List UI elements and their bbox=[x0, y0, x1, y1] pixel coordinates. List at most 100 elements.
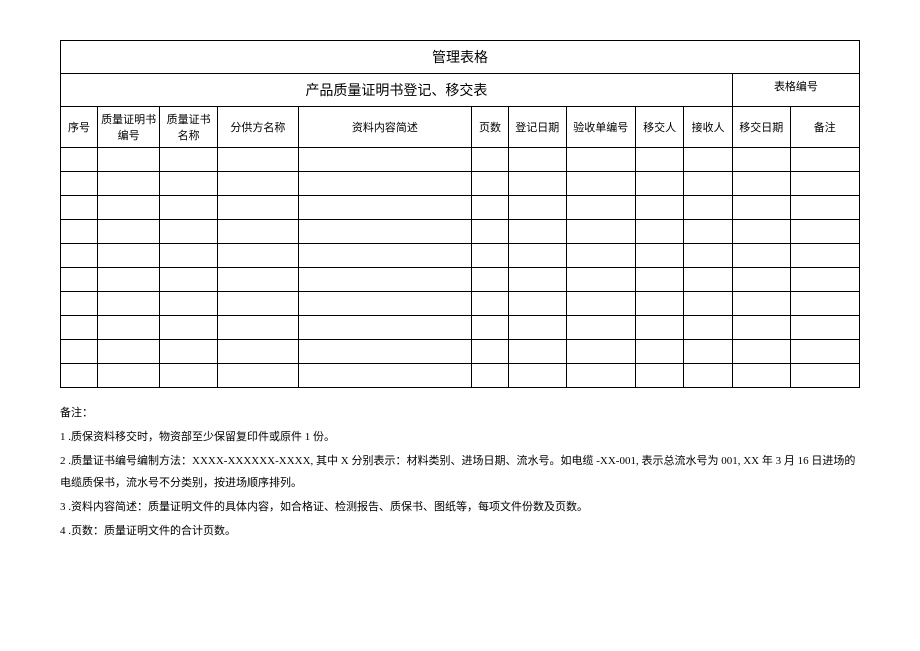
table-cell bbox=[684, 292, 732, 316]
table-cell bbox=[61, 196, 98, 220]
table-cell bbox=[472, 244, 509, 268]
table-cell bbox=[684, 316, 732, 340]
table-cell bbox=[218, 220, 299, 244]
table-cell bbox=[160, 316, 218, 340]
table-cell bbox=[508, 316, 566, 340]
table-cell bbox=[684, 220, 732, 244]
table-cell bbox=[732, 196, 790, 220]
table-cell bbox=[566, 148, 635, 172]
table-cell bbox=[508, 244, 566, 268]
table-cell bbox=[508, 196, 566, 220]
table-cell bbox=[218, 172, 299, 196]
table-cell bbox=[61, 292, 98, 316]
table-cell bbox=[790, 268, 859, 292]
table-row bbox=[61, 244, 860, 268]
col-supplier: 分供方名称 bbox=[218, 107, 299, 148]
table-cell bbox=[635, 196, 683, 220]
table-cell bbox=[97, 196, 159, 220]
table-cell bbox=[298, 316, 471, 340]
note-3: 3 .资料内容简述：质量证明文件的具体内容，如合格证、检测报告、质保书、图纸等，… bbox=[60, 496, 860, 518]
note-2: 2 .质量证书编号编制方法：XXXX-XXXXXX-XXXX, 其中 X 分别表… bbox=[60, 450, 860, 494]
table-cell bbox=[61, 340, 98, 364]
table-cell bbox=[97, 292, 159, 316]
table-cell bbox=[472, 148, 509, 172]
table-cell bbox=[684, 196, 732, 220]
notes-title: 备注： bbox=[60, 402, 860, 424]
table-cell bbox=[160, 244, 218, 268]
table-cell bbox=[298, 340, 471, 364]
table-cell bbox=[298, 148, 471, 172]
col-seq: 序号 bbox=[61, 107, 98, 148]
table-cell bbox=[508, 292, 566, 316]
table-cell bbox=[218, 316, 299, 340]
table-cell bbox=[472, 340, 509, 364]
table-cell bbox=[508, 172, 566, 196]
table-cell bbox=[566, 340, 635, 364]
table-cell bbox=[472, 364, 509, 388]
table-cell bbox=[508, 220, 566, 244]
table-cell bbox=[298, 268, 471, 292]
table-cell bbox=[61, 244, 98, 268]
table-row bbox=[61, 172, 860, 196]
table-cell bbox=[160, 172, 218, 196]
table-row bbox=[61, 340, 860, 364]
table-cell bbox=[566, 364, 635, 388]
table-cell bbox=[508, 364, 566, 388]
notes-section: 备注： 1 .质保资料移交时，物资部至少保留复印件或原件 1 份。 2 .质量证… bbox=[60, 402, 860, 542]
col-receiver: 接收人 bbox=[684, 107, 732, 148]
quality-cert-table: 管理表格 产品质量证明书登记、移交表 表格编号 序号 质量证明书编号 质量证书名… bbox=[60, 40, 860, 388]
table-cell bbox=[566, 292, 635, 316]
table-cell bbox=[472, 268, 509, 292]
table-cell bbox=[298, 244, 471, 268]
table-cell bbox=[684, 364, 732, 388]
table-cell bbox=[732, 364, 790, 388]
table-cell bbox=[97, 268, 159, 292]
table-cell bbox=[97, 148, 159, 172]
table-body bbox=[61, 148, 860, 388]
table-cell bbox=[635, 316, 683, 340]
table-cell bbox=[298, 292, 471, 316]
col-remark: 备注 bbox=[790, 107, 859, 148]
table-cell bbox=[508, 268, 566, 292]
table-cell bbox=[732, 292, 790, 316]
table-cell bbox=[472, 292, 509, 316]
table-cell bbox=[61, 268, 98, 292]
table-row bbox=[61, 364, 860, 388]
table-cell bbox=[508, 340, 566, 364]
table-cell bbox=[160, 220, 218, 244]
col-reg-date: 登记日期 bbox=[508, 107, 566, 148]
table-cell bbox=[218, 364, 299, 388]
table-cell bbox=[218, 196, 299, 220]
table-cell bbox=[790, 244, 859, 268]
note-4: 4 .页数：质量证明文件的合计页数。 bbox=[60, 520, 860, 542]
table-cell bbox=[684, 244, 732, 268]
form-no-value bbox=[732, 98, 859, 107]
table-cell bbox=[732, 172, 790, 196]
table-cell bbox=[61, 364, 98, 388]
table-row bbox=[61, 268, 860, 292]
table-cell bbox=[684, 148, 732, 172]
table-cell bbox=[472, 196, 509, 220]
table-cell bbox=[684, 172, 732, 196]
table-cell bbox=[298, 172, 471, 196]
table-cell bbox=[61, 172, 98, 196]
table-cell bbox=[472, 220, 509, 244]
sub-title: 产品质量证明书登记、移交表 bbox=[61, 74, 733, 107]
table-row bbox=[61, 148, 860, 172]
table-cell bbox=[684, 340, 732, 364]
table-cell bbox=[635, 268, 683, 292]
main-title: 管理表格 bbox=[61, 41, 860, 74]
table-cell bbox=[218, 340, 299, 364]
col-accept-no: 验收单编号 bbox=[566, 107, 635, 148]
table-cell bbox=[97, 220, 159, 244]
table-cell bbox=[732, 340, 790, 364]
table-cell bbox=[160, 148, 218, 172]
table-cell bbox=[97, 340, 159, 364]
table-cell bbox=[566, 316, 635, 340]
table-cell bbox=[508, 148, 566, 172]
table-cell bbox=[97, 244, 159, 268]
table-cell bbox=[566, 172, 635, 196]
table-cell bbox=[635, 220, 683, 244]
table-cell bbox=[732, 220, 790, 244]
table-cell bbox=[160, 292, 218, 316]
